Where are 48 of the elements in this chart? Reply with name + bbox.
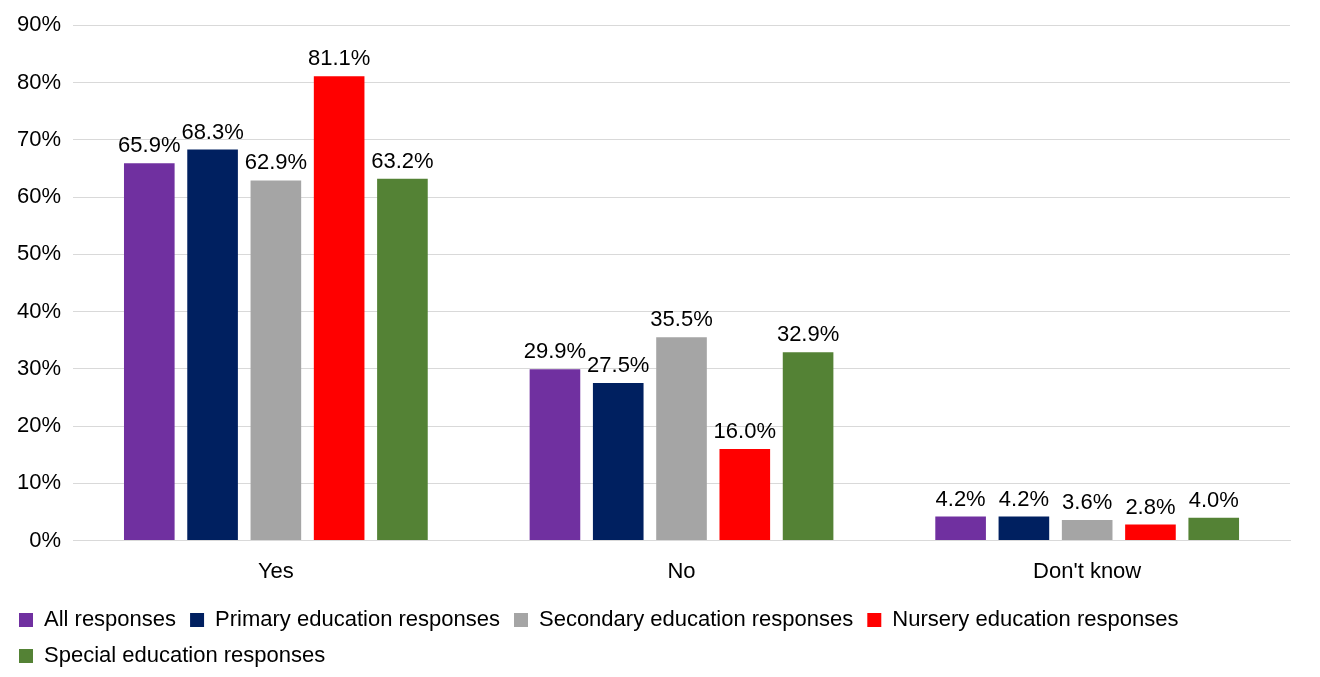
legend-label: Secondary education responses — [538, 606, 854, 632]
x-tick-label: No — [667, 557, 696, 583]
data-label: 2.8% — [1125, 493, 1176, 519]
data-label: 81.1% — [307, 45, 371, 71]
bar — [1125, 524, 1176, 541]
y-tick-label: 90% — [16, 11, 62, 37]
legend-label: Special education responses — [44, 642, 326, 668]
bar — [719, 448, 771, 541]
legend-label: Nursery education responses — [892, 606, 1179, 632]
x-tick-label: Don't know — [1033, 557, 1142, 583]
data-label: 4.0% — [1188, 486, 1239, 512]
data-label: 3.6% — [1062, 489, 1113, 515]
y-tick-label: 30% — [16, 354, 62, 380]
bar — [313, 76, 365, 541]
bar — [1188, 517, 1240, 541]
bar — [123, 163, 175, 541]
data-label: 68.3% — [181, 118, 244, 144]
bar — [935, 516, 986, 541]
bar — [998, 516, 1050, 541]
data-label: 16.0% — [713, 418, 776, 444]
data-label: 62.9% — [244, 149, 308, 175]
legend-label: Primary education responses — [215, 606, 500, 632]
legend-label: All responses — [44, 606, 177, 632]
data-label: 63.2% — [371, 147, 434, 173]
data-label: 29.9% — [523, 338, 587, 364]
data-label: 32.9% — [776, 321, 840, 347]
data-label: 4.2% — [998, 485, 1049, 511]
data-label: 4.2% — [935, 485, 986, 511]
data-label: 35.5% — [650, 306, 713, 332]
data-label: 27.5% — [587, 352, 650, 378]
bar — [377, 178, 428, 541]
bar — [656, 337, 707, 541]
y-tick-label: 20% — [16, 412, 62, 438]
bar — [187, 149, 238, 541]
bar — [782, 352, 834, 541]
bar — [592, 383, 644, 541]
data-label: 65.9% — [118, 132, 181, 158]
y-tick-label: 70% — [16, 125, 62, 151]
y-tick-label: 60% — [16, 183, 62, 209]
y-tick-label: 10% — [16, 469, 62, 495]
x-tick-label: Yes — [257, 557, 294, 583]
y-tick-label: 80% — [16, 68, 62, 94]
bar — [250, 180, 302, 541]
bar — [529, 369, 581, 541]
y-tick-label: 0% — [29, 526, 62, 552]
bar — [1061, 519, 1113, 541]
y-tick-label: 40% — [16, 297, 62, 323]
y-tick-label: 50% — [16, 240, 62, 266]
